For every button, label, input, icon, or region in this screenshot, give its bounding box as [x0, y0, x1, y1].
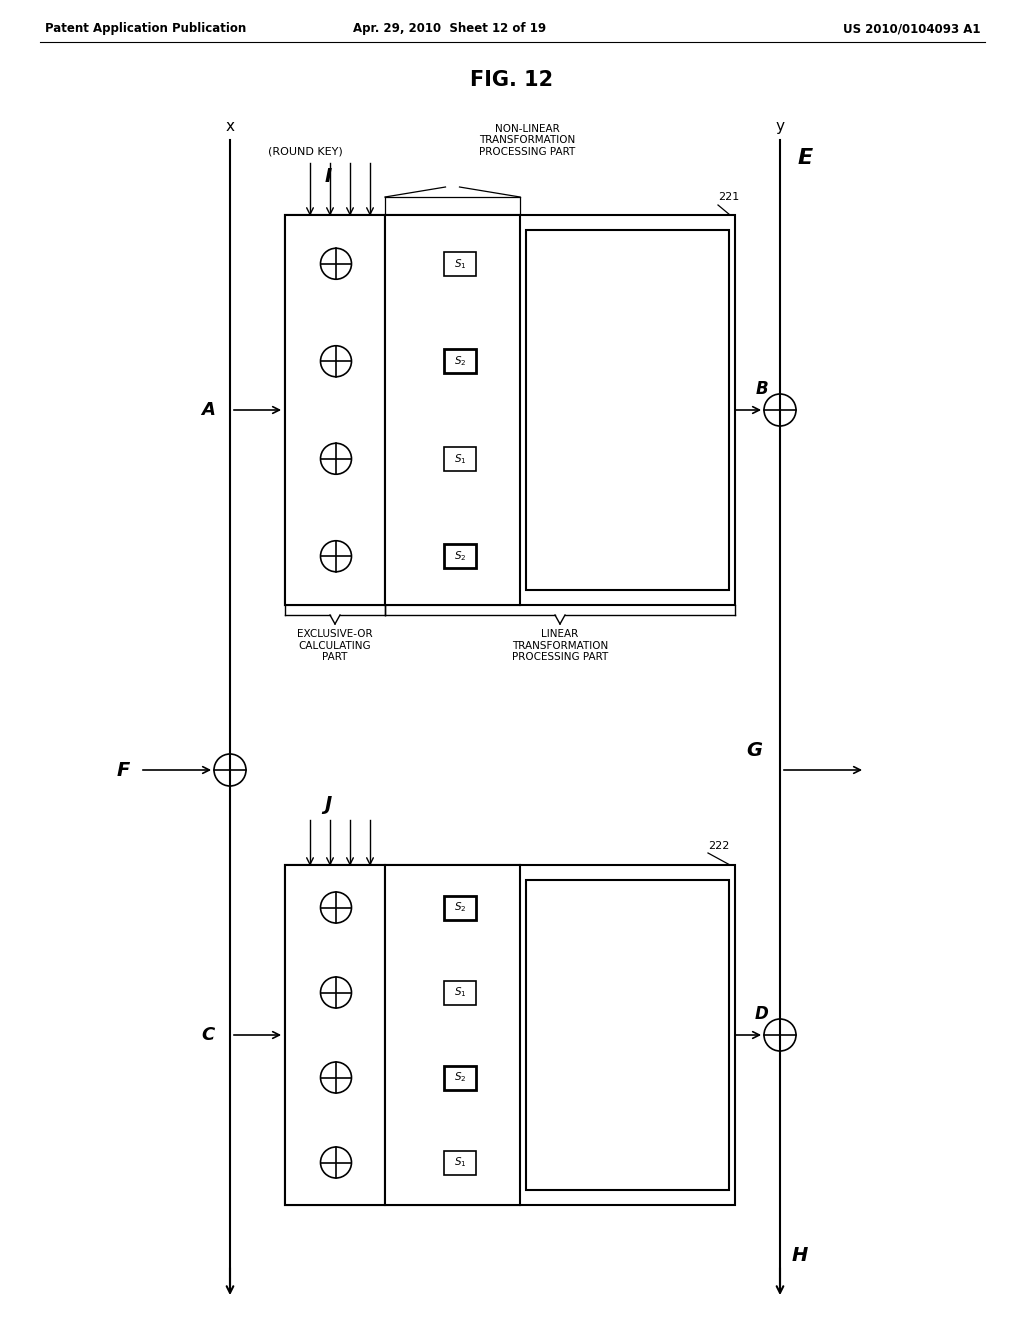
Text: A: A	[201, 401, 215, 418]
Bar	[385, 215, 520, 605]
Text: $S_2$: $S_2$	[454, 549, 466, 564]
Text: E: E	[798, 148, 813, 168]
Bar	[285, 865, 735, 1205]
Bar	[444, 544, 476, 568]
Bar	[285, 865, 385, 1205]
Text: $S_1$: $S_1$	[454, 257, 466, 271]
Text: $S_1$: $S_1$	[454, 451, 466, 466]
Text: MATRIX
M: MATRIX M	[601, 1020, 653, 1051]
Text: J: J	[325, 795, 332, 814]
Bar	[444, 350, 476, 374]
Text: Apr. 29, 2010  Sheet 12 of 19: Apr. 29, 2010 Sheet 12 of 19	[353, 22, 547, 36]
Text: $S_2$: $S_2$	[454, 900, 466, 915]
Text: MATRIX
M: MATRIX M	[601, 395, 653, 425]
Text: I: I	[325, 168, 332, 186]
Text: $S_2$: $S_2$	[454, 1071, 466, 1085]
Bar	[444, 1065, 476, 1089]
Text: $S_1$: $S_1$	[454, 986, 466, 999]
Text: LINEAR
TRANSFORMATION
PROCESSING PART: LINEAR TRANSFORMATION PROCESSING PART	[512, 630, 608, 663]
Bar	[385, 865, 520, 1205]
Text: 221: 221	[718, 191, 739, 202]
Text: 222: 222	[708, 841, 729, 851]
Text: NON-LINEAR
TRANSFORMATION
PROCESSING PART: NON-LINEAR TRANSFORMATION PROCESSING PAR…	[479, 124, 575, 157]
Text: F: F	[117, 760, 130, 780]
Text: (ROUND KEY): (ROUND KEY)	[267, 147, 342, 157]
Bar	[444, 895, 476, 920]
Bar	[285, 215, 735, 605]
Bar	[444, 1151, 476, 1175]
Text: C: C	[202, 1026, 215, 1044]
Bar	[444, 252, 476, 276]
Text: B: B	[756, 380, 768, 399]
Text: H: H	[792, 1246, 808, 1265]
Text: D: D	[755, 1005, 768, 1023]
Text: EXCLUSIVE-OR
CALCULATING
PART: EXCLUSIVE-OR CALCULATING PART	[297, 630, 373, 663]
Bar	[444, 981, 476, 1005]
Bar	[526, 230, 729, 590]
Bar	[526, 880, 729, 1191]
Text: y: y	[775, 119, 784, 135]
Text: Patent Application Publication: Patent Application Publication	[45, 22, 246, 36]
Bar	[444, 446, 476, 471]
Bar	[285, 215, 385, 605]
Text: $S_2$: $S_2$	[454, 354, 466, 368]
Text: x: x	[225, 119, 234, 135]
Text: US 2010/0104093 A1: US 2010/0104093 A1	[843, 22, 980, 36]
Text: G: G	[746, 741, 762, 760]
Text: FIG. 12: FIG. 12	[470, 70, 554, 90]
Text: $S_1$: $S_1$	[454, 1155, 466, 1170]
